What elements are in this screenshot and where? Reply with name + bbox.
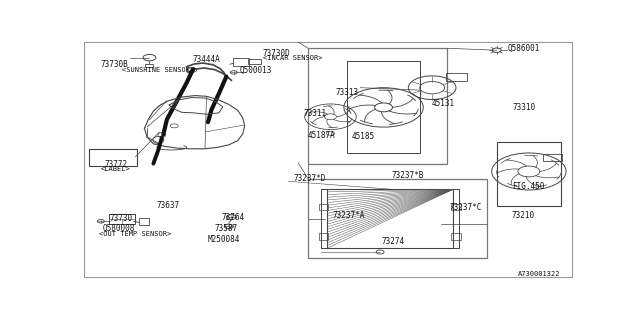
- Text: <OUT TEMP SENSOR>: <OUT TEMP SENSOR>: [99, 231, 171, 237]
- Text: 73587: 73587: [215, 224, 238, 233]
- Text: 73310: 73310: [513, 103, 536, 112]
- Text: 73730: 73730: [109, 214, 132, 223]
- Text: 45131: 45131: [431, 99, 454, 108]
- Text: 73313: 73313: [335, 88, 359, 97]
- Text: 73772: 73772: [104, 160, 127, 169]
- Text: 73237*B: 73237*B: [392, 171, 424, 180]
- Text: Q586001: Q586001: [508, 44, 540, 53]
- Text: 73444A: 73444A: [193, 55, 220, 64]
- Text: 73237*A: 73237*A: [333, 211, 365, 220]
- Text: <INCAR SENSOR>: <INCAR SENSOR>: [262, 55, 322, 61]
- Text: <SUNSHINE SENSOR>: <SUNSHINE SENSOR>: [122, 68, 195, 73]
- Text: 73274: 73274: [382, 237, 405, 246]
- Text: A730001322: A730001322: [518, 271, 560, 277]
- Text: 73764: 73764: [221, 212, 244, 221]
- Text: 73730D: 73730D: [262, 49, 291, 58]
- Text: 45187A: 45187A: [308, 131, 335, 140]
- Text: FIG.450: FIG.450: [513, 182, 545, 191]
- Text: <LABEL>: <LABEL>: [101, 166, 131, 172]
- Text: 73237*D: 73237*D: [293, 174, 326, 183]
- Text: 45185: 45185: [351, 132, 374, 141]
- Text: 73210: 73210: [511, 211, 534, 220]
- Text: 73237*C: 73237*C: [449, 203, 482, 212]
- Text: 73730B: 73730B: [101, 60, 129, 69]
- Text: Q500013: Q500013: [240, 66, 272, 75]
- Text: 73311: 73311: [304, 109, 327, 118]
- Text: Q580008: Q580008: [102, 224, 134, 233]
- Text: 73637: 73637: [157, 202, 180, 211]
- Text: M250084: M250084: [207, 235, 240, 244]
